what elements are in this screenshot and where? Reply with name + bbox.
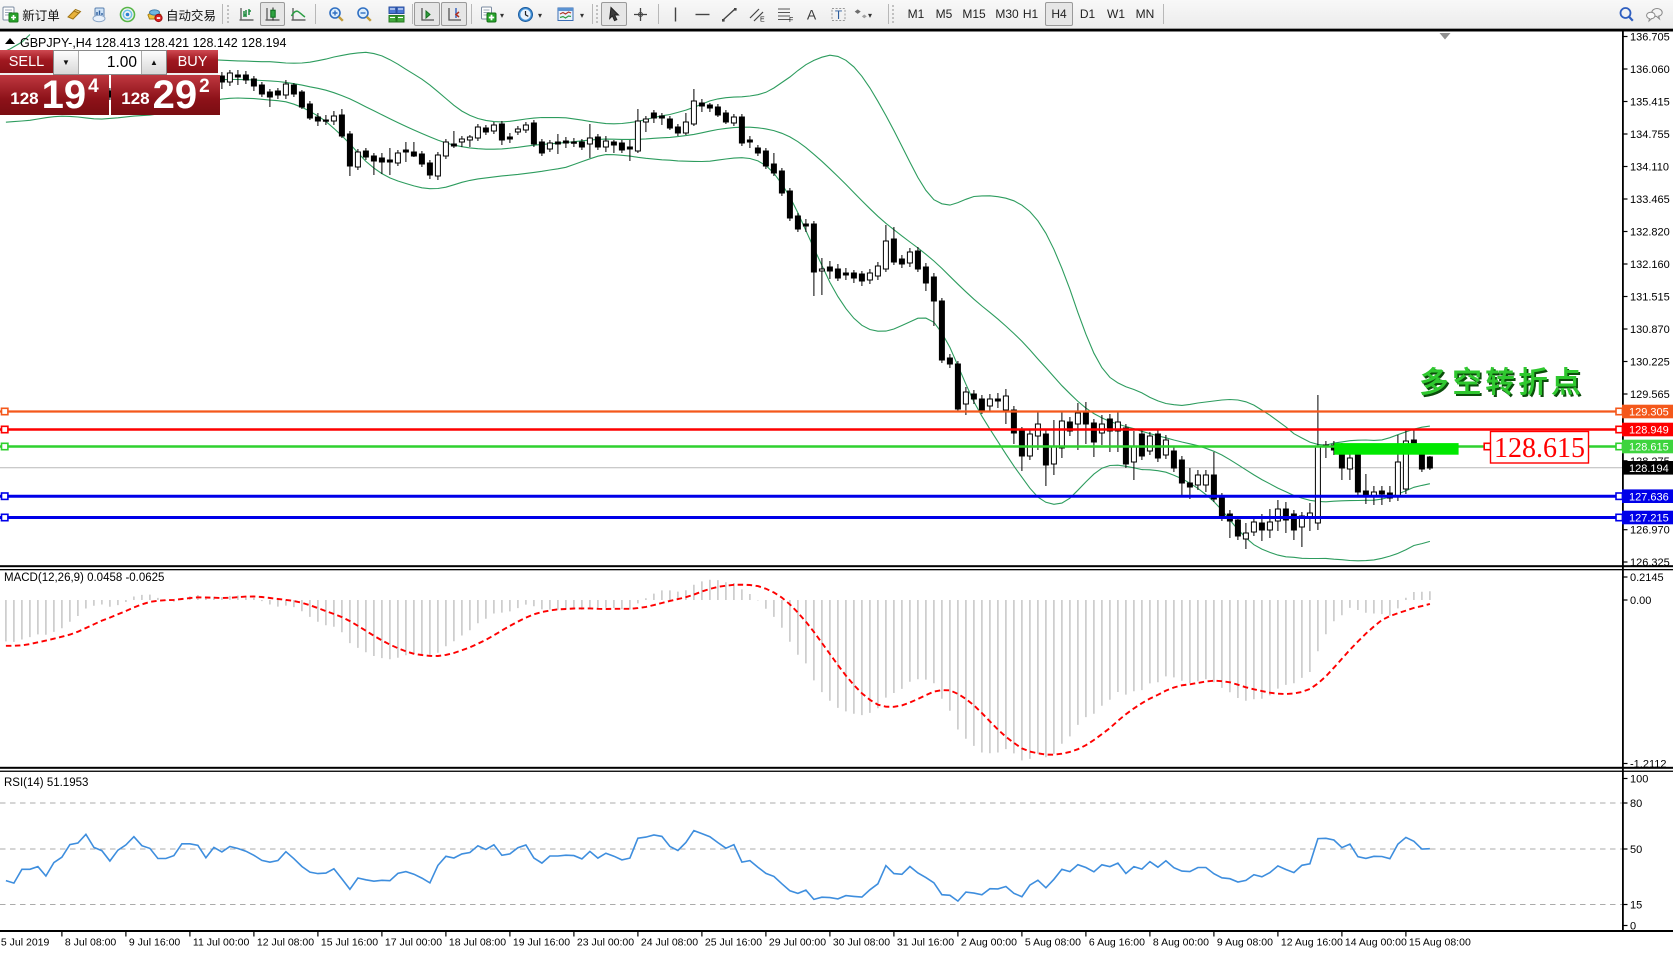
svg-text:132.160: 132.160 — [1630, 259, 1670, 271]
svg-text:130.870: 130.870 — [1630, 324, 1670, 336]
svg-text:RSI(14) 51.1953: RSI(14) 51.1953 — [4, 777, 88, 789]
svg-text:9 Aug 08:00: 9 Aug 08:00 — [1217, 937, 1273, 949]
svg-text:14 Aug 00:00: 14 Aug 00:00 — [1345, 937, 1407, 949]
svg-text:6 Aug 16:00: 6 Aug 16:00 — [1089, 937, 1145, 949]
svg-text:2 Aug 00:00: 2 Aug 00:00 — [961, 937, 1017, 949]
svg-text:15 Jul 16:00: 15 Jul 16:00 — [321, 937, 378, 949]
svg-text:127.215: 127.215 — [1629, 513, 1669, 525]
svg-text:24 Jul 08:00: 24 Jul 08:00 — [641, 937, 698, 949]
svg-text:128.194: 128.194 — [1629, 463, 1669, 475]
svg-text:8 Aug 00:00: 8 Aug 00:00 — [1153, 937, 1209, 949]
svg-text:130.225: 130.225 — [1630, 357, 1670, 369]
svg-text:17 Jul 00:00: 17 Jul 00:00 — [385, 937, 442, 949]
svg-text:MACD(12,26,9) 0.0458 -0.0625: MACD(12,26,9) 0.0458 -0.0625 — [4, 572, 164, 584]
svg-text:126.970: 126.970 — [1630, 525, 1670, 537]
svg-text:31 Jul 16:00: 31 Jul 16:00 — [897, 937, 954, 949]
svg-text:30 Jul 08:00: 30 Jul 08:00 — [833, 937, 890, 949]
svg-text:129.565: 129.565 — [1630, 389, 1670, 401]
svg-text:多空转折点: 多空转折点 — [1421, 367, 1586, 401]
svg-text:136.705: 136.705 — [1630, 32, 1670, 44]
svg-text:0.00: 0.00 — [1630, 595, 1651, 607]
svg-text:133.465: 133.465 — [1630, 194, 1670, 206]
svg-text:128.615: 128.615 — [1629, 442, 1669, 454]
svg-text:12 Aug 16:00: 12 Aug 16:00 — [1281, 937, 1343, 949]
svg-text:9 Jul 16:00: 9 Jul 16:00 — [129, 937, 181, 949]
svg-text:100: 100 — [1630, 774, 1648, 786]
svg-text:136.060: 136.060 — [1630, 64, 1670, 76]
svg-text:0.2145: 0.2145 — [1630, 572, 1664, 584]
svg-text:23 Jul 00:00: 23 Jul 00:00 — [577, 937, 634, 949]
svg-text:128.949: 128.949 — [1629, 425, 1669, 437]
svg-text:A: A — [807, 6, 817, 22]
svg-text:11 Jul 00:00: 11 Jul 00:00 — [193, 937, 250, 949]
svg-text:135.415: 135.415 — [1630, 97, 1670, 109]
svg-text:126.325: 126.325 — [1630, 557, 1670, 569]
svg-text:132.820: 132.820 — [1630, 227, 1670, 239]
svg-text:50: 50 — [1630, 844, 1642, 856]
svg-text:E: E — [760, 16, 765, 23]
svg-text:GBPJPY-,H4 128.413 128.421 12: GBPJPY-,H4 128.413 128.421 128.142 128.1… — [20, 36, 286, 50]
svg-text:5 Aug 08:00: 5 Aug 08:00 — [1025, 937, 1081, 949]
svg-text:131.515: 131.515 — [1630, 292, 1670, 304]
svg-text:5 Jul 2019: 5 Jul 2019 — [1, 937, 50, 949]
svg-text:19 Jul 16:00: 19 Jul 16:00 — [513, 937, 570, 949]
svg-text:T: T — [834, 8, 842, 22]
svg-text:12 Jul 08:00: 12 Jul 08:00 — [257, 937, 314, 949]
svg-text:0: 0 — [1630, 921, 1636, 933]
svg-text:F: F — [789, 17, 793, 23]
svg-text:多空转折点: 多空转折点 — [1419, 365, 1584, 399]
svg-text:15 Aug 08:00: 15 Aug 08:00 — [1409, 937, 1471, 949]
svg-text:80: 80 — [1630, 798, 1642, 810]
svg-text:29 Jul 00:00: 29 Jul 00:00 — [769, 937, 826, 949]
svg-text:129.305: 129.305 — [1629, 407, 1669, 419]
svg-text:25 Jul 16:00: 25 Jul 16:00 — [705, 937, 762, 949]
svg-text:134.755: 134.755 — [1630, 129, 1670, 141]
svg-text:8 Jul 08:00: 8 Jul 08:00 — [65, 937, 117, 949]
svg-text:15: 15 — [1630, 900, 1642, 912]
svg-text:134.110: 134.110 — [1630, 162, 1669, 174]
svg-text:-1.2112: -1.2112 — [1630, 759, 1667, 771]
svg-text:127.636: 127.636 — [1629, 491, 1669, 503]
svg-text:128.615: 128.615 — [1494, 433, 1585, 464]
svg-text:18 Jul 08:00: 18 Jul 08:00 — [449, 937, 506, 949]
